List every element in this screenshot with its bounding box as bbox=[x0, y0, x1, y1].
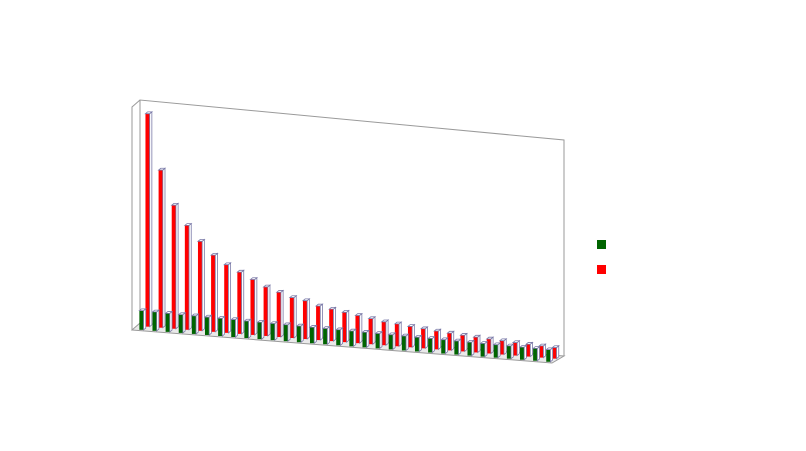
bar-series-1-14 bbox=[308, 324, 318, 345]
bar-series-2-26 bbox=[472, 334, 482, 354]
bar-series-1-27 bbox=[479, 340, 489, 358]
bar-series-2-9 bbox=[249, 276, 258, 336]
bar-series-2-22 bbox=[419, 326, 429, 350]
bar-series-1-31 bbox=[531, 345, 541, 362]
bar-series-2-15 bbox=[328, 306, 337, 342]
bar-series-1-1 bbox=[138, 308, 147, 331]
bar-series-1-15 bbox=[321, 325, 331, 346]
bar-series-1-13 bbox=[295, 323, 305, 344]
bar-series-2-1 bbox=[144, 111, 153, 328]
bar-series-1-7 bbox=[216, 315, 226, 337]
bar-series-1-8 bbox=[230, 316, 239, 338]
bar-series-1-24 bbox=[440, 337, 449, 355]
bar-series-2-25 bbox=[459, 332, 468, 353]
legend-swatch-series-2 bbox=[597, 265, 606, 274]
bar-series-2-20 bbox=[393, 321, 403, 348]
chart-bars bbox=[138, 111, 560, 363]
bar-series-2-21 bbox=[406, 323, 416, 349]
bar-series-2-17 bbox=[354, 312, 363, 345]
bar-series-2-4 bbox=[183, 222, 193, 331]
bar-series-2-10 bbox=[262, 284, 272, 337]
bar-series-2-8 bbox=[236, 269, 245, 335]
back-wall bbox=[139, 99, 565, 356]
bar-series-1-22 bbox=[413, 334, 423, 353]
bar-series-1-18 bbox=[361, 329, 371, 349]
bar-series-2-5 bbox=[196, 238, 206, 332]
legend-item-series-1 bbox=[597, 239, 612, 264]
bar-series-2-12 bbox=[288, 294, 298, 339]
bar-series-1-9 bbox=[243, 318, 252, 339]
bar-series-1-20 bbox=[387, 332, 397, 351]
legend bbox=[597, 239, 612, 289]
bar-series-2-23 bbox=[433, 328, 442, 351]
bar-series-2-19 bbox=[380, 319, 390, 347]
bar-series-1-10 bbox=[256, 319, 266, 340]
bar-series-1-5 bbox=[190, 313, 200, 335]
bar-series-2-14 bbox=[314, 303, 324, 341]
bar-series-2-27 bbox=[485, 336, 495, 355]
bar-series-2-2 bbox=[157, 167, 167, 329]
bar-series-2-6 bbox=[209, 252, 219, 333]
bar-series-2-13 bbox=[301, 298, 311, 340]
bar-series-1-12 bbox=[282, 322, 292, 343]
bar-series-1-2 bbox=[151, 309, 161, 332]
bar-series-1-11 bbox=[269, 320, 279, 341]
side-wall bbox=[131, 99, 141, 330]
bar-series-1-4 bbox=[177, 311, 187, 334]
bar-series-1-6 bbox=[203, 314, 213, 336]
bar-series-1-23 bbox=[426, 335, 436, 354]
bar-series-1-3 bbox=[164, 310, 174, 333]
bar-series-2-16 bbox=[341, 309, 350, 343]
bar-series-1-17 bbox=[348, 328, 357, 348]
bar-series-2-11 bbox=[275, 289, 285, 338]
bar-series-1-30 bbox=[518, 344, 528, 361]
bar-series-2-31 bbox=[538, 343, 547, 359]
bar-series-1-32 bbox=[545, 346, 554, 363]
bar-series-1-16 bbox=[335, 327, 344, 347]
bar-series-1-21 bbox=[400, 333, 410, 352]
bar-series-2-24 bbox=[446, 330, 455, 352]
bar-series-2-29 bbox=[511, 339, 521, 357]
bar-series-1-19 bbox=[374, 330, 384, 350]
bar-series-2-18 bbox=[367, 315, 377, 346]
bar-series-2-7 bbox=[223, 262, 232, 334]
bar-series-1-25 bbox=[453, 338, 462, 356]
bar-series-2-3 bbox=[170, 202, 180, 330]
bar-series-2-28 bbox=[498, 338, 508, 356]
bar-series-2-30 bbox=[524, 341, 534, 358]
legend-swatch-series-1 bbox=[597, 240, 606, 249]
bar-series-2-32 bbox=[551, 344, 560, 360]
bar-series-1-28 bbox=[492, 342, 502, 359]
legend-item-series-2 bbox=[597, 264, 612, 289]
bar-series-1-26 bbox=[466, 339, 476, 357]
bar-series-1-29 bbox=[505, 343, 515, 360]
